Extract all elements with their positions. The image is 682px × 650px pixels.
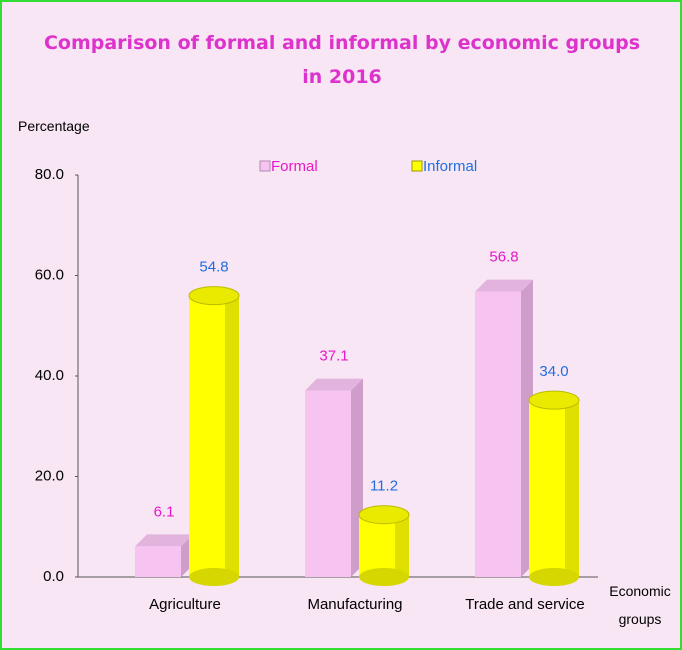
bar-shade	[395, 514, 409, 577]
legend-swatch	[411, 160, 423, 172]
bar-group	[188, 286, 240, 586]
bar-top	[188, 286, 240, 306]
bar-top	[135, 534, 193, 547]
bar-group	[305, 378, 363, 577]
chart-title: Comparison of formal and informal by eco…	[43, 32, 641, 88]
value-label: 54.8	[199, 259, 228, 276]
bar-bottom	[359, 568, 409, 586]
x-tick-label: Agriculture	[149, 596, 221, 613]
bar-bottom	[189, 568, 239, 586]
y-tick-label: 20.0	[35, 467, 64, 484]
value-label: 11.2	[370, 478, 398, 495]
y-tick-label: 60.0	[35, 266, 64, 283]
bar	[475, 291, 521, 577]
value-label: 6.1	[154, 503, 175, 520]
bar-bottom	[529, 568, 579, 586]
y-tick-label: 40.0	[35, 367, 64, 384]
bar-top	[358, 505, 410, 525]
bar	[305, 390, 351, 577]
x-tick-label: Manufacturing	[307, 596, 402, 613]
legend-label: Informal	[423, 158, 477, 175]
y-axis-label: Percentage	[18, 118, 90, 134]
y-tick-label: 0.0	[43, 568, 64, 585]
y-tick-label: 80.0	[35, 166, 64, 183]
bar-shade	[565, 400, 579, 577]
legend-swatch	[259, 160, 271, 172]
bar-top	[475, 279, 533, 292]
value-label: 56.8	[489, 249, 518, 266]
bar-group	[475, 279, 533, 577]
bar-group	[135, 534, 193, 577]
value-label: 37.1	[319, 348, 348, 365]
bar-top	[528, 390, 580, 410]
bar	[135, 546, 181, 577]
x-axis-label: Economic groups	[609, 583, 671, 627]
bar-group	[528, 390, 580, 586]
legend-label: Formal	[271, 158, 318, 175]
bar-shade	[225, 295, 239, 577]
x-tick-label: Trade and service	[465, 596, 585, 613]
bar-top	[305, 378, 363, 391]
value-label: 34.0	[539, 363, 568, 380]
bar-group	[358, 505, 410, 586]
